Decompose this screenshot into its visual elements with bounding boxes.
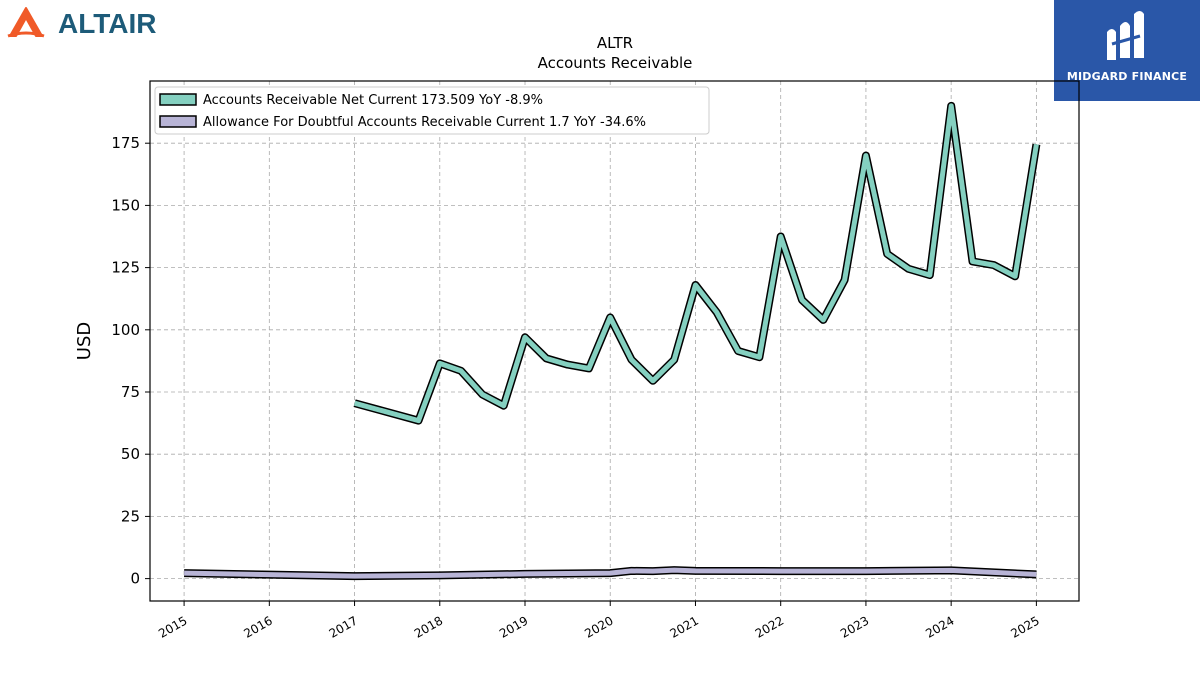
- x-tick-label: 2018: [412, 613, 445, 640]
- y-tick-label: 150: [111, 196, 140, 214]
- x-tick-label: 2021: [668, 613, 701, 640]
- x-axis: 2015 2016 2017 2018 2019 2020 2021 2022 2023 2024…: [156, 601, 1042, 641]
- altair-logo: ALTAIR: [0, 0, 200, 48]
- x-tick-label: 2025: [1008, 613, 1041, 640]
- y-tick-label: 75: [121, 383, 140, 401]
- x-tick-label: 2015: [156, 613, 189, 640]
- legend: Accounts Receivable Net Current 173.509 …: [154, 86, 710, 135]
- altair-logo-mark: ALTAIR: [7, 7, 157, 39]
- series-layer: [184, 101, 1041, 581]
- grid: [150, 81, 1079, 601]
- x-tick-label: 2017: [327, 613, 360, 640]
- chart-subtitle: Accounts Receivable: [538, 54, 693, 72]
- midgard-logo-text: MIDGARD FINANCE: [1066, 70, 1188, 83]
- y-tick-label: 100: [111, 321, 140, 339]
- series-2-line: [184, 567, 1037, 579]
- legend-label-series-1: Accounts Receivable Net Current 173.509 …: [203, 93, 543, 108]
- legend-label-series-2: Allowance For Doubtful Accounts Receivab…: [203, 115, 646, 130]
- y-tick-label: 0: [130, 570, 140, 588]
- legend-box: [154, 86, 710, 135]
- legend-swatch-series-2: [159, 115, 197, 128]
- y-axis-label: USD: [74, 322, 95, 360]
- chart-title: ALTR: [597, 34, 633, 52]
- y-tick-label: 125: [111, 259, 140, 277]
- x-tick-label: 2020: [582, 613, 615, 640]
- series-1-line: [353, 103, 1039, 424]
- y-tick-label: 175: [111, 134, 140, 152]
- x-tick-label: 2022: [753, 613, 786, 640]
- altair-logo-text: ALTAIR: [58, 8, 157, 39]
- x-tick-label: 2016: [241, 613, 274, 640]
- y-tick-label: 25: [121, 507, 140, 525]
- x-tick-label: 2023: [838, 613, 871, 640]
- midgard-finance-logo: MIDGARD FINANCE: [1054, 0, 1200, 101]
- midgard-logo-mark: [1107, 11, 1144, 60]
- y-tick-label: 50: [121, 445, 140, 463]
- x-tick-label: 2024: [923, 613, 956, 640]
- y-axis: 0 25 50 75 100 125 150 175: [111, 134, 150, 588]
- plot-frame: [149, 80, 1080, 602]
- legend-swatch-series-1: [159, 93, 197, 106]
- x-tick-label: 2019: [497, 613, 530, 640]
